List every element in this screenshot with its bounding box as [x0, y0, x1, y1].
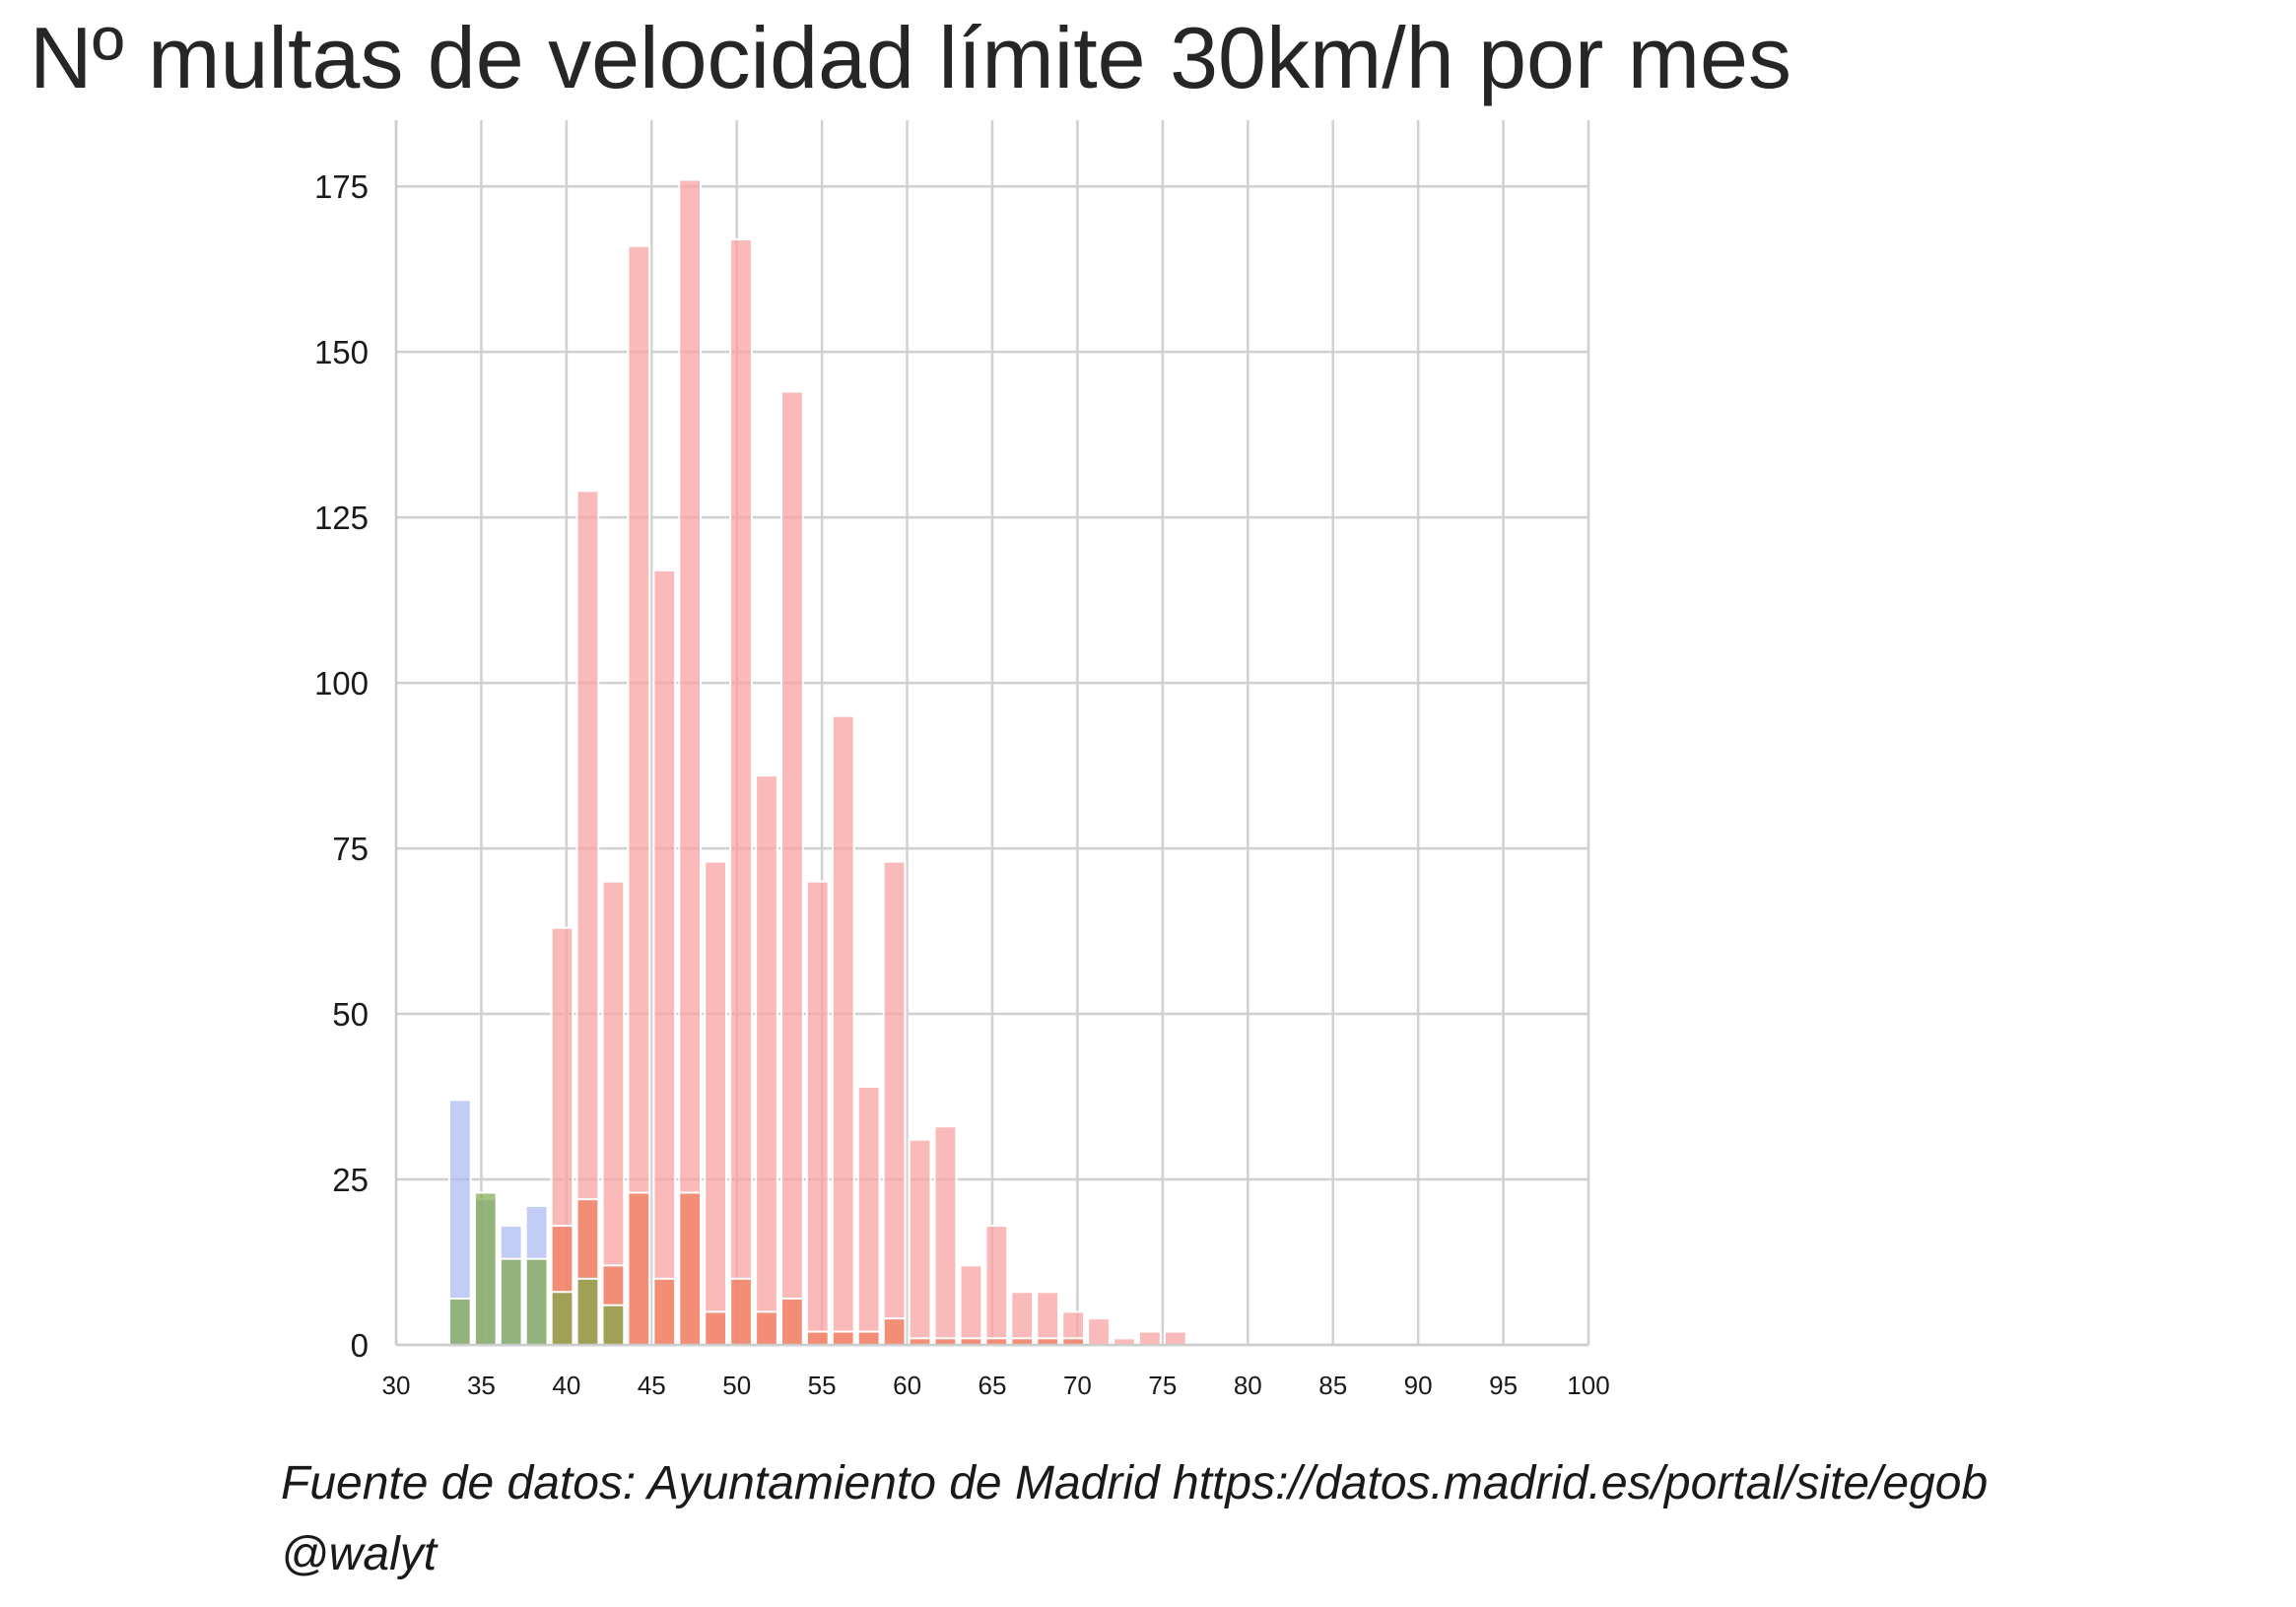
bar-series-0	[1036, 1291, 1060, 1347]
x-tick-label: 80	[1234, 1371, 1262, 1400]
y-tick-label: 50	[332, 996, 369, 1033]
axes	[394, 120, 1588, 1347]
bar-series-0	[831, 714, 855, 1346]
bar-series-0	[678, 178, 703, 1347]
bar-series-1	[755, 1310, 778, 1346]
x-tick-label: 55	[808, 1371, 837, 1400]
y-tick-label: 125	[314, 500, 369, 536]
bar-series-1	[678, 1191, 703, 1346]
bar-series-0	[856, 1085, 881, 1346]
bar-series-1	[704, 1310, 727, 1346]
bar-series-0	[780, 390, 804, 1347]
bar-series-0	[755, 774, 778, 1346]
x-tick-label: 30	[382, 1371, 411, 1400]
y-tick-label: 0	[351, 1327, 369, 1364]
y-tick-label: 100	[314, 665, 369, 702]
x-tick-label: 40	[552, 1371, 580, 1400]
bar-series-0	[984, 1225, 1009, 1346]
bar-series-0	[959, 1264, 983, 1346]
x-tick-label: 50	[722, 1371, 751, 1400]
bar-series-3	[575, 1277, 600, 1346]
x-tick-label: 45	[638, 1371, 666, 1400]
bar-series-0	[1010, 1291, 1035, 1347]
y-tick-label: 150	[314, 334, 369, 370]
x-tick-label: 100	[1567, 1371, 1609, 1400]
x-tick-label: 60	[893, 1371, 921, 1400]
bar-series-0	[704, 860, 727, 1346]
grid-lines	[394, 120, 1590, 1347]
bar-series-0	[627, 244, 651, 1347]
bar-series-0	[729, 237, 753, 1346]
x-tick-label: 70	[1063, 1371, 1092, 1400]
bar-series-1	[652, 1277, 677, 1346]
x-tick-label: 95	[1489, 1371, 1518, 1400]
bar-series-0	[882, 860, 907, 1346]
bar-series-1	[805, 1330, 830, 1346]
bars	[447, 178, 1187, 1347]
bar-series-3	[550, 1291, 574, 1347]
bar-series-0	[805, 880, 830, 1346]
data-source-note: Fuente de datos: Ayuntamiento de Madrid …	[281, 1457, 1989, 1509]
x-tick-label: 75	[1148, 1371, 1177, 1400]
chart-title: Nº multas de velocidad límite 30km/h por…	[30, 9, 1791, 106]
bar-series-1	[729, 1277, 753, 1346]
bar-series-0	[933, 1125, 958, 1346]
author-credit: @walyt	[281, 1528, 438, 1580]
bar-series-1	[780, 1297, 804, 1346]
x-tick-label: 35	[467, 1371, 496, 1400]
y-tick-label: 175	[314, 168, 369, 205]
y-tick-label: 25	[332, 1162, 369, 1198]
bar-series-0	[1087, 1317, 1111, 1346]
y-tick-label: 75	[332, 831, 369, 867]
bar-series-0	[652, 569, 677, 1346]
bar-series-3	[601, 1304, 626, 1347]
bar-series-1	[856, 1330, 881, 1346]
bar-series-3	[499, 1257, 523, 1346]
bar-series-3	[447, 1297, 472, 1346]
bar-series-3	[473, 1191, 498, 1346]
bar-series-1	[882, 1317, 907, 1346]
bar-series-1	[831, 1330, 855, 1346]
bar-series-1	[627, 1191, 651, 1346]
bar-series-0	[908, 1138, 932, 1346]
x-tick-label: 90	[1404, 1371, 1433, 1400]
bar-series-0	[1138, 1330, 1162, 1346]
x-tick-label: 85	[1318, 1371, 1347, 1400]
bar-series-3	[524, 1257, 549, 1346]
bar-series-0	[1163, 1330, 1187, 1346]
tick-labels: 30 35 40 45 50 55 60 65 70 75 80 85 90 95 100 0 25 50 75 10…	[314, 168, 1610, 1400]
x-tick-label: 65	[979, 1371, 1007, 1400]
